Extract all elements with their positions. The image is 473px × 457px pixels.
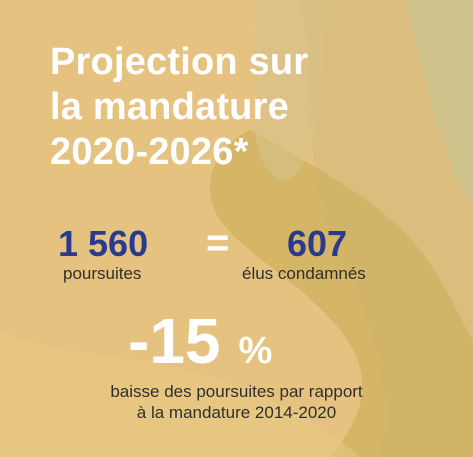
- change-description: baisse des poursuites par rapport à la m…: [0, 381, 473, 423]
- convicted-count: 607: [287, 223, 348, 264]
- page-title: Projection sur la mandature 2020-2026*: [50, 40, 430, 175]
- convicted-label: élus condamnés: [242, 264, 366, 283]
- title-line-3: 2020-2026*: [50, 131, 249, 173]
- prosecutions-count: 1 560: [58, 223, 149, 264]
- percent-sign: %: [238, 330, 273, 372]
- title-line-1: Projection sur: [50, 41, 309, 83]
- change-percentage: -15%: [128, 306, 272, 376]
- description-line-2: à la mandature 2014-2020: [136, 403, 337, 422]
- title-line-2: la mandature: [50, 86, 289, 128]
- equals-sign: =: [206, 221, 230, 265]
- change-value: -15: [128, 305, 221, 377]
- prosecutions-label: poursuites: [63, 264, 142, 283]
- description-line-1: baisse des poursuites par rapport: [110, 382, 363, 401]
